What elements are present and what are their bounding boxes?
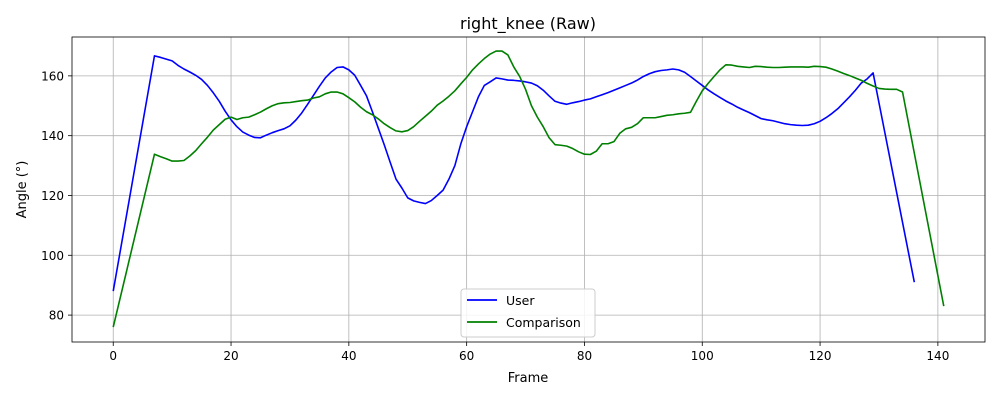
y-tick-label: 120 [41,189,64,203]
y-tick-label: 100 [41,249,64,263]
x-tick-label: 100 [691,349,714,363]
x-axis-label: Frame [508,371,549,386]
plot-frame [71,36,986,343]
legend-label-user: User [506,293,535,308]
ticks: 0 20 40 60 80 100 120 140 80 100 120 140 160 [41,69,949,363]
x-tick-label: 120 [809,349,832,363]
y-axis-label: Angle (°) [15,161,30,219]
legend: User Comparison [460,288,596,338]
y-tick-label: 140 [41,129,64,143]
series-line-user [112,55,916,292]
x-tick-label: 140 [926,349,949,363]
legend-label-comparison: Comparison [506,315,581,330]
chart-title: right_knee (Raw) [460,14,596,34]
series-lines [112,50,945,328]
x-tick-label: 20 [223,349,238,363]
legend-box [460,288,596,338]
x-tick-label: 60 [459,349,474,363]
x-tick-label: 40 [341,349,356,363]
y-tick-label: 160 [41,69,64,83]
y-tick-label: 80 [49,309,64,323]
x-tick-label: 80 [577,349,592,363]
series-line-comparison [112,50,945,328]
x-tick-label: 0 [109,349,117,363]
